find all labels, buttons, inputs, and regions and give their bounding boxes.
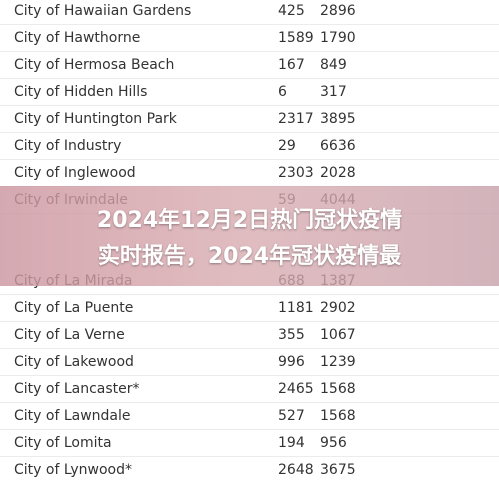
number-cell: 849 — [320, 57, 347, 73]
number-cell: 2648 — [278, 462, 314, 478]
table-row: City of Inglewood 2303 2028 — [0, 160, 499, 187]
table-row: City of Lynwood* 2648 3675 — [0, 457, 499, 483]
table-row: City of La Puente 1181 2902 — [0, 295, 499, 322]
table-row: City of Hermosa Beach 167 849 — [0, 52, 499, 79]
number-cell: 2303 — [278, 165, 314, 181]
city-name: City of La Puente — [14, 300, 134, 316]
number-cell: 317 — [320, 84, 347, 100]
number-cell: 167 — [278, 57, 305, 73]
number-cell: 996 — [278, 354, 305, 370]
city-name: City of Hermosa Beach — [14, 57, 175, 73]
table-row: City of Lomita 194 956 — [0, 430, 499, 457]
city-name: City of Lynwood* — [14, 462, 132, 478]
number-cell: 29 — [278, 138, 296, 154]
table-row: City of Lawndale 527 1568 — [0, 403, 499, 430]
number-cell: 2465 — [278, 381, 314, 397]
number-cell: 2028 — [320, 165, 356, 181]
city-name: City of Hawaiian Gardens — [14, 3, 192, 19]
number-cell: 1790 — [320, 30, 356, 46]
city-name: City of Huntington Park — [14, 111, 177, 127]
number-cell: 527 — [278, 408, 305, 424]
number-cell: 2902 — [320, 300, 356, 316]
table-row: City of Hawaiian Gardens 425 2896 — [0, 0, 499, 25]
number-cell: 194 — [278, 435, 305, 451]
number-cell: 1568 — [320, 381, 356, 397]
number-cell: 1568 — [320, 408, 356, 424]
number-cell: 3675 — [320, 462, 356, 478]
table-row: City of Hidden Hills 6 317 — [0, 79, 499, 106]
table-row: City of Hawthorne 1589 1790 — [0, 25, 499, 52]
number-cell: 956 — [320, 435, 347, 451]
number-cell: 6636 — [320, 138, 356, 154]
table-row: City of Lancaster* 2465 1568 — [0, 376, 499, 403]
city-name: City of Hidden Hills — [14, 84, 148, 100]
city-name: City of Lakewood — [14, 354, 134, 370]
city-name: City of La Verne — [14, 327, 125, 343]
banner: 2024年12月2日热门冠状疫情 实时报告，2024年冠状疫情最 — [0, 186, 499, 286]
number-cell: 1181 — [278, 300, 314, 316]
city-name: City of Lancaster* — [14, 381, 140, 397]
table-row: City of La Verne 355 1067 — [0, 322, 499, 349]
number-cell: 2317 — [278, 111, 314, 127]
number-cell: 2896 — [320, 3, 356, 19]
number-cell: 425 — [278, 3, 305, 19]
city-name: City of Lawndale — [14, 408, 131, 424]
city-name: City of Industry — [14, 138, 122, 154]
banner-line: 实时报告，2024年冠状疫情最 — [97, 244, 402, 269]
city-name: City of Hawthorne — [14, 30, 141, 46]
banner-line: 2024年12月2日热门冠状疫情 — [96, 208, 403, 233]
city-name: City of Lomita — [14, 435, 112, 451]
number-cell: 1239 — [320, 354, 356, 370]
number-cell: 1589 — [278, 30, 314, 46]
table-row: City of Huntington Park 2317 3895 — [0, 106, 499, 133]
number-cell: 1067 — [320, 327, 356, 343]
number-cell: 6 — [278, 84, 287, 100]
table-row: City of Lakewood 996 1239 — [0, 349, 499, 376]
city-name: City of Inglewood — [14, 165, 136, 181]
number-cell: 3895 — [320, 111, 356, 127]
number-cell: 355 — [278, 327, 305, 343]
table-row: City of Industry 29 6636 — [0, 133, 499, 160]
